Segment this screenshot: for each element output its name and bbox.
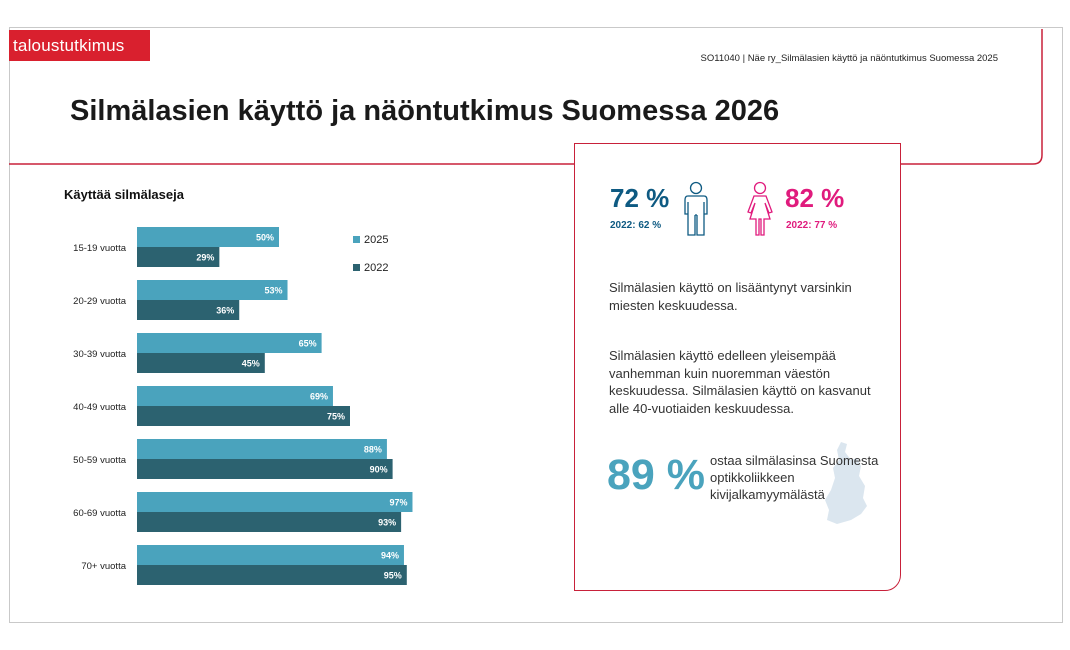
purchase-stat-value: 89 % xyxy=(607,451,706,499)
data-label-2025: 50% xyxy=(256,233,274,243)
bar-2025 xyxy=(137,333,322,353)
chart-title: Käyttää silmälaseja xyxy=(64,187,184,202)
data-label-2025: 65% xyxy=(299,339,317,349)
male-stat-value: 72 % xyxy=(610,183,670,213)
data-label-2022: 45% xyxy=(242,359,260,369)
data-label-2022: 75% xyxy=(327,412,345,422)
data-label-2022: 93% xyxy=(378,518,396,528)
male-person-icon xyxy=(684,181,708,236)
bar-2025 xyxy=(137,227,279,247)
bar-2025 xyxy=(137,386,333,406)
legend-swatch-2022 xyxy=(353,264,360,271)
female-stat-value: 82 % xyxy=(785,183,845,213)
data-label-2022: 95% xyxy=(384,571,402,581)
legend-label-2022: 2022 xyxy=(364,262,388,274)
bar-2025 xyxy=(137,492,413,512)
bar-2025 xyxy=(137,439,387,459)
finland-map-icon xyxy=(825,442,867,524)
bar-2022 xyxy=(137,459,393,479)
bar-2022 xyxy=(137,512,402,532)
bar-2022 xyxy=(137,406,350,426)
data-label-2025: 97% xyxy=(389,498,407,508)
data-label-2025: 94% xyxy=(381,551,399,561)
category-label: 20-29 vuotta xyxy=(73,296,127,307)
purchase-stat-text: ostaa silmälasinsa Suomesta optikkoliikk… xyxy=(710,453,879,502)
category-label: 40-49 vuotta xyxy=(73,402,127,413)
data-label-2025: 88% xyxy=(364,445,382,455)
bar-chart: 15-19 vuotta 50% 29% 20-29 vuotta 53% 36% 30-3… xyxy=(73,227,413,585)
page-title: Silmälasien käyttö ja näöntutkimus Suome… xyxy=(70,95,780,127)
bar-2022 xyxy=(137,565,407,585)
data-label-2022: 36% xyxy=(216,306,234,316)
male-stat-previous: 2022: 62 % xyxy=(610,220,662,231)
category-label: 70+ vuotta xyxy=(81,561,126,572)
legend-swatch-2025 xyxy=(353,236,360,243)
category-label: 15-19 vuotta xyxy=(73,243,127,254)
summary-paragraph-1: Silmälasien käyttö on lisääntynyt varsin… xyxy=(609,280,852,313)
bar-2025 xyxy=(137,545,404,565)
category-label: 30-39 vuotta xyxy=(73,349,127,360)
category-label: 60-69 vuotta xyxy=(73,508,127,519)
legend-label-2025: 2025 xyxy=(364,234,388,246)
category-label: 50-59 vuotta xyxy=(73,455,127,466)
bar-2025 xyxy=(137,280,288,300)
study-reference: SO11040 | Näe ry_Silmälasien käyttö ja n… xyxy=(700,53,998,64)
summary-paragraph-2: Silmälasien käyttö edelleen yleisempää v… xyxy=(609,348,871,416)
data-label-2022: 29% xyxy=(196,253,214,263)
company-logo: taloustutkimus xyxy=(9,30,150,61)
data-label-2025: 53% xyxy=(265,286,283,296)
female-person-icon xyxy=(747,181,773,236)
female-stat-previous: 2022: 77 % xyxy=(786,220,838,231)
bar-2022 xyxy=(137,353,265,373)
bar-2022 xyxy=(137,247,220,267)
bar-2022 xyxy=(137,300,240,320)
data-label-2025: 69% xyxy=(310,392,328,402)
data-label-2022: 90% xyxy=(370,465,388,475)
